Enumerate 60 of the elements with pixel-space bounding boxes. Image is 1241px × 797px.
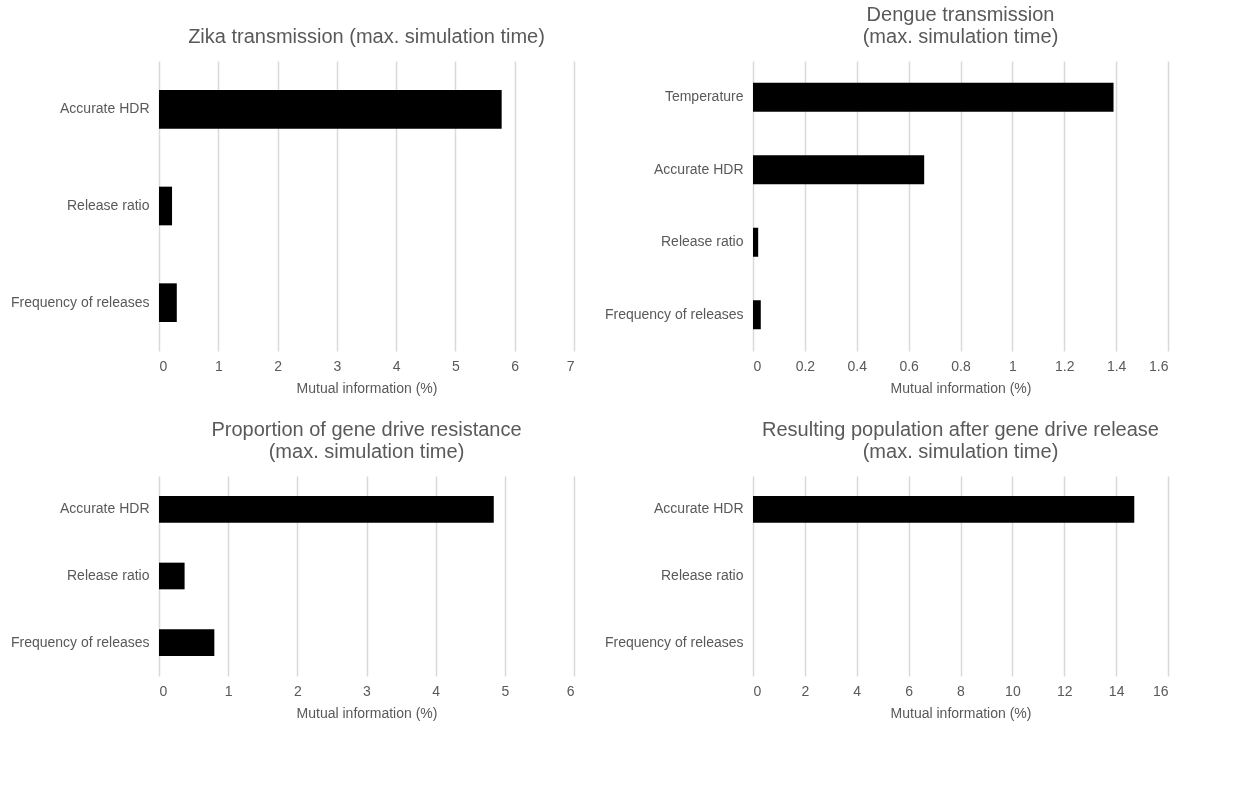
x-tick-label: 0 [753, 357, 762, 374]
y-tick-label: Accurate HDR [60, 100, 150, 117]
y-tick-label: Frequency of releases [10, 293, 150, 310]
x-axis-title: Mutual information (%) [296, 379, 438, 396]
x-tick-label: 3 [363, 682, 372, 699]
x-tick-label: 1.6 [1149, 357, 1169, 374]
x-tick-label: 0.8 [951, 357, 971, 374]
x-tick-label: 7 [566, 357, 575, 374]
x-tick-label: 1 [214, 357, 223, 374]
x-tick-label: 1.4 [1106, 357, 1127, 374]
bar [159, 90, 502, 129]
x-axis-title: Mutual information (%) [296, 704, 438, 721]
bar [159, 186, 173, 226]
x-tick-label: 0 [159, 682, 168, 699]
y-tick-label: Release ratio [67, 197, 150, 213]
x-tick-label: 6 [511, 357, 520, 374]
x-tick-label: 12 [1056, 682, 1073, 699]
x-tick-label: 1 [1008, 357, 1017, 374]
x-axis-title: Mutual information (%) [890, 704, 1032, 721]
chart-title: Zika transmission (max. simulation time) [188, 25, 545, 47]
x-tick-label: 0.6 [899, 357, 920, 374]
x-tick-label: 0 [753, 682, 762, 699]
chart-title: Dengue transmission (max. simulation time) [862, 3, 1059, 47]
x-axis-title: Mutual information (%) [890, 379, 1032, 396]
bar [159, 562, 185, 590]
chart-title: Proportion of gene drive resistance (max. simulation time) [211, 418, 522, 462]
x-tick-label: 5 [501, 682, 510, 699]
x-tick-label: 10 [1005, 682, 1021, 699]
y-tick-label: Frequency of releases [604, 305, 744, 322]
x-tick-label: 1 [224, 682, 233, 699]
x-tick-label: 8 [957, 682, 966, 699]
y-tick-label: Accurate HDR [654, 160, 744, 177]
x-tick-label: 2 [293, 682, 302, 699]
bar [159, 496, 494, 523]
y-tick-label: Accurate HDR [60, 500, 150, 517]
x-tick-label: 4 [392, 357, 401, 374]
x-tick-label: 4 [432, 682, 441, 699]
x-tick-label: 14 [1108, 682, 1125, 699]
x-tick-label: 6 [566, 682, 575, 699]
x-tick-label: 3 [333, 357, 342, 374]
bar [159, 283, 177, 322]
x-tick-label: 0 [159, 357, 168, 374]
y-tick-label: Frequency of releases [10, 633, 150, 650]
x-tick-label: 2 [274, 357, 283, 374]
x-tick-label: 0.4 [847, 357, 868, 374]
y-tick-label: Release ratio [661, 567, 744, 583]
x-tick-label: 6 [905, 682, 914, 699]
x-tick-label: 1.2 [1055, 357, 1075, 374]
chart-title: Resulting population after gene drive release (max. simulation time) [762, 418, 1159, 462]
y-tick-label: Temperature [664, 88, 744, 105]
x-tick-label: 5 [452, 357, 461, 374]
x-tick-label: 2 [801, 682, 810, 699]
x-tick-label: 4 [853, 682, 862, 699]
x-tick-label: 16 [1152, 682, 1169, 699]
y-tick-label: Release ratio [661, 233, 744, 250]
y-tick-label: Release ratio [67, 567, 150, 583]
y-tick-label: Accurate HDR [654, 500, 744, 517]
y-tick-label: Frequency of releases [604, 633, 744, 650]
bar [159, 629, 215, 656]
x-tick-label: 0.2 [795, 357, 816, 374]
